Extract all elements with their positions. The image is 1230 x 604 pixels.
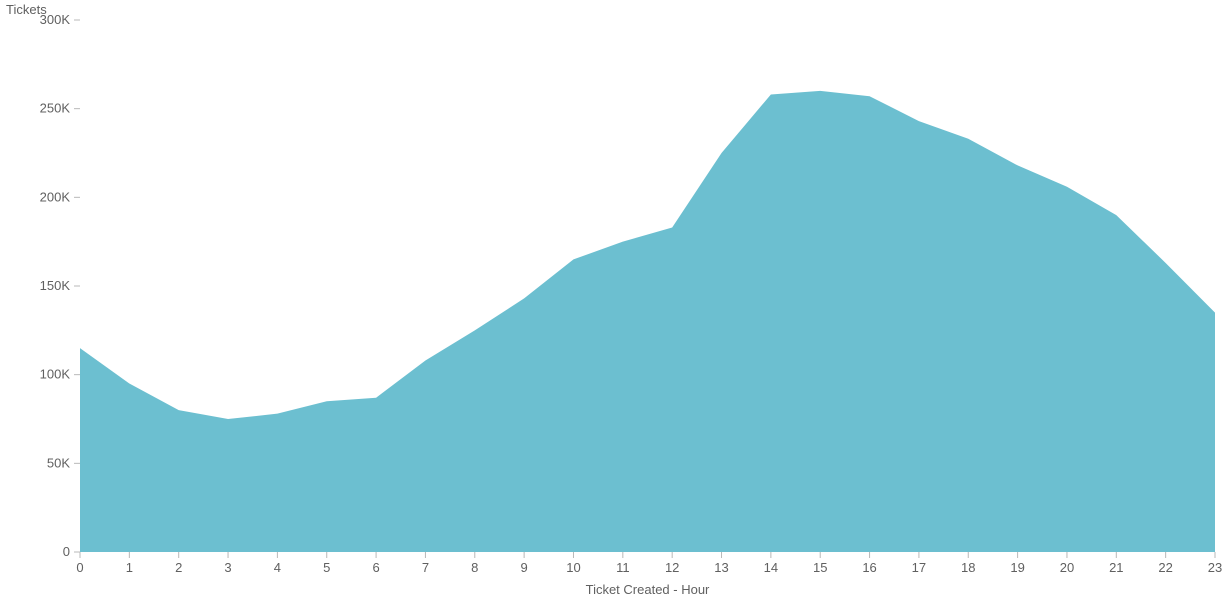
- x-tick-label: 0: [76, 560, 83, 575]
- x-tick-label: 20: [1060, 560, 1074, 575]
- x-tick-label: 12: [665, 560, 679, 575]
- y-tick-label: 50K: [47, 455, 70, 470]
- x-tick-label: 5: [323, 560, 330, 575]
- x-tick-label: 10: [566, 560, 580, 575]
- x-tick-label: 4: [274, 560, 281, 575]
- x-tick-label: 9: [521, 560, 528, 575]
- x-tick-label: 1: [126, 560, 133, 575]
- x-tick-label: 17: [912, 560, 926, 575]
- x-tick-label: 22: [1158, 560, 1172, 575]
- y-tick-label: 0: [63, 544, 70, 559]
- chart-svg: 050K100K150K200K250K300K0123456789101112…: [0, 0, 1230, 604]
- x-tick-label: 21: [1109, 560, 1123, 575]
- x-tick-label: 11: [616, 560, 630, 575]
- x-tick-label: 15: [813, 560, 827, 575]
- x-tick-label: 6: [372, 560, 379, 575]
- x-tick-label: 14: [764, 560, 778, 575]
- y-tick-label: 250K: [40, 101, 71, 116]
- x-tick-label: 13: [714, 560, 728, 575]
- y-axis-title: Tickets: [6, 2, 47, 17]
- y-tick-label: 200K: [40, 189, 71, 204]
- x-tick-label: 3: [224, 560, 231, 575]
- y-tick-label: 100K: [40, 367, 71, 382]
- area-series: [80, 91, 1215, 552]
- x-tick-label: 18: [961, 560, 975, 575]
- x-tick-label: 8: [471, 560, 478, 575]
- x-tick-label: 19: [1010, 560, 1024, 575]
- x-tick-label: 16: [862, 560, 876, 575]
- y-tick-label: 150K: [40, 278, 71, 293]
- x-tick-label: 7: [422, 560, 429, 575]
- x-tick-label: 23: [1208, 560, 1222, 575]
- tickets-area-chart: 050K100K150K200K250K300K0123456789101112…: [0, 0, 1230, 604]
- x-tick-label: 2: [175, 560, 182, 575]
- x-axis-title: Ticket Created - Hour: [586, 582, 710, 597]
